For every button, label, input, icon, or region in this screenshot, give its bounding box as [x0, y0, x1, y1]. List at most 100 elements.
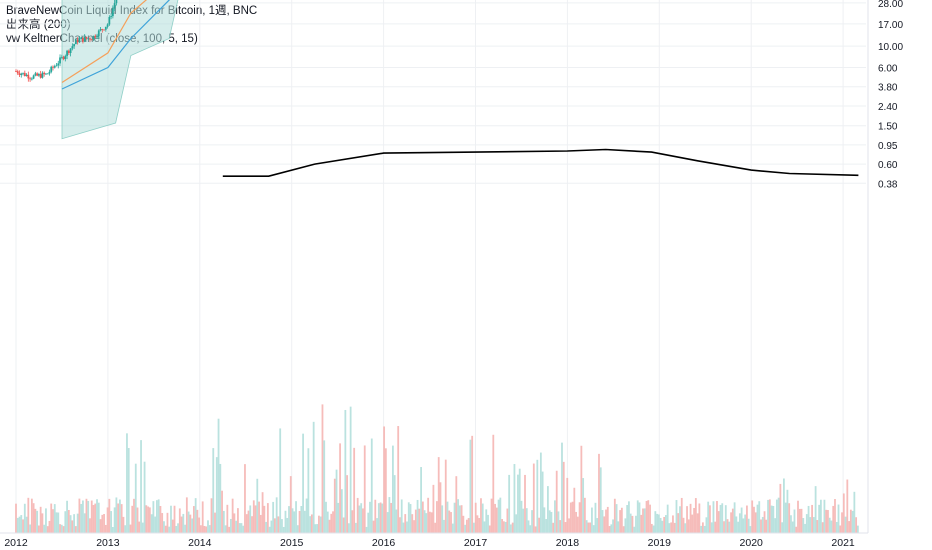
candle-body: [103, 29, 105, 31]
volume-bar: [201, 501, 204, 533]
volume-bar: [476, 515, 479, 533]
candle-body: [16, 71, 19, 74]
volume-bar: [605, 509, 607, 533]
volume-bar: [272, 501, 275, 533]
volume-bar: [430, 512, 433, 533]
time-tick-label: 2014: [188, 537, 212, 549]
volume-bar: [360, 503, 363, 533]
volume-bar: [286, 517, 289, 533]
volume-bar: [189, 514, 192, 533]
volume-bar: [18, 516, 21, 533]
volume-bar: [686, 506, 688, 533]
volume-bar: [672, 515, 674, 533]
volume-bar: [214, 512, 216, 533]
volume-bar: [582, 478, 585, 533]
volume-bar: [754, 512, 757, 533]
volume-bar: [615, 504, 618, 533]
volume-bar: [524, 474, 526, 533]
volume-bar: [78, 498, 81, 533]
volume-bar: [707, 501, 710, 533]
candle-body: [18, 73, 21, 75]
candle-body: [69, 48, 72, 54]
time-tick-label: 2020: [740, 537, 764, 549]
volume-bar: [693, 507, 695, 533]
volume-bar: [834, 499, 836, 533]
volume-bar: [816, 520, 819, 533]
volume-bar: [252, 500, 255, 533]
volume-bar: [488, 525, 491, 533]
volume-bar: [575, 511, 577, 533]
volume-bar: [374, 499, 377, 533]
candle-body: [36, 73, 39, 76]
volume-bar: [779, 483, 782, 533]
volume-bar: [205, 526, 208, 533]
volume-bar: [760, 519, 762, 533]
time-tick-label: 2013: [96, 537, 120, 549]
volume-bar: [832, 505, 835, 533]
volume-bar: [756, 504, 759, 533]
price-tick-label: 6.00: [878, 64, 898, 75]
volume-bar: [587, 522, 590, 533]
volume-bar: [821, 522, 824, 533]
volume-bar: [148, 507, 151, 533]
volume-ma-line: [222, 148, 859, 177]
volume-bar: [228, 526, 231, 533]
volume-bar: [175, 525, 178, 533]
price-axis[interactable]: 28.00 17.00 10.00 6.00 3.80 2.40 1.50 0.95 0.60 0…: [867, 0, 903, 533]
volume-bar: [145, 505, 148, 533]
volume-bar: [245, 514, 248, 533]
volume-bar: [709, 505, 711, 533]
volume-bar: [846, 479, 849, 533]
volume-bar: [772, 505, 775, 533]
volume-bar: [379, 502, 382, 533]
volume-bar: [115, 497, 118, 533]
volume-bar: [571, 501, 574, 533]
volume-bar: [71, 520, 74, 533]
volume-bar: [120, 504, 123, 533]
volume-bar: [418, 508, 421, 533]
volume-bar: [547, 486, 549, 533]
volume-bar: [237, 508, 239, 533]
candle-body: [108, 16, 111, 25]
volume-bar: [566, 477, 569, 533]
volume-bar: [384, 448, 387, 533]
volume-bar: [392, 445, 394, 533]
volume-bar: [510, 524, 512, 533]
volume-bar: [150, 514, 153, 533]
volume-bar: [274, 518, 276, 533]
candle-body: [34, 73, 37, 76]
volume-bar: [455, 476, 458, 533]
volume-bar: [643, 508, 646, 533]
time-axis[interactable]: 2012 2013 2014 2015 2016 2017 2018 2019 2020 2021: [0, 532, 868, 549]
volume-bar: [522, 508, 525, 533]
volume-bar: [548, 510, 551, 533]
volume-bar: [443, 519, 445, 533]
volume-bar: [347, 523, 350, 533]
price-tick-label: 10.00: [878, 42, 903, 53]
volume-bar: [57, 512, 60, 533]
volume-bar: [407, 502, 410, 533]
volume-bar: [41, 513, 44, 533]
volume-bar: [508, 474, 511, 533]
volume-bar: [32, 503, 35, 533]
volume-bar: [111, 526, 114, 533]
volume-bar: [434, 522, 437, 533]
keltner-outer-band: [61, 0, 179, 140]
volume-bar: [480, 498, 482, 533]
volume-bar: [724, 505, 727, 533]
volume-bar: [46, 526, 49, 533]
volume-bar: [187, 511, 190, 533]
volume-bar: [39, 506, 42, 533]
volume-bar: [730, 512, 732, 533]
volume-bar: [94, 503, 97, 533]
candle-body: [92, 35, 95, 40]
volume-bar: [650, 523, 653, 533]
candle-body: [113, 3, 116, 9]
volume-bar: [812, 517, 815, 533]
volume-bar: [744, 514, 747, 533]
volume-bar: [691, 514, 694, 533]
volume-bar: [310, 514, 313, 533]
volume-bar: [568, 518, 570, 533]
volume-bar: [703, 525, 706, 533]
